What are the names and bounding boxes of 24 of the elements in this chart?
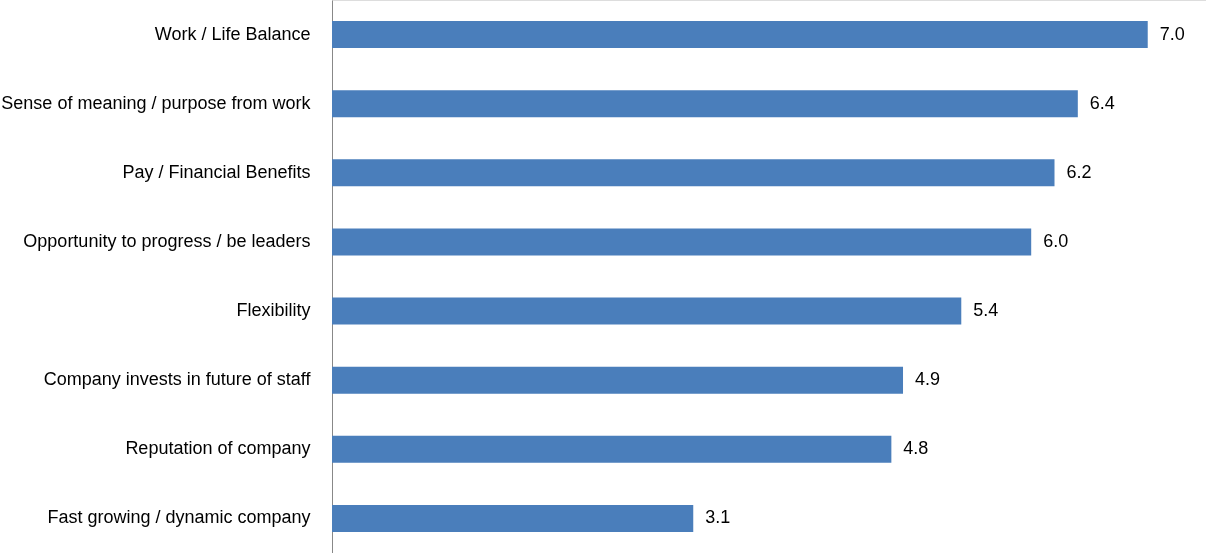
bar xyxy=(332,90,1078,118)
data-label: 4.8 xyxy=(903,438,929,459)
y-tick-label: Pay / Financial Benefits xyxy=(122,161,311,182)
bar xyxy=(332,297,962,325)
data-label: 6.4 xyxy=(1089,92,1115,113)
data-label: 3.1 xyxy=(705,507,731,528)
bar xyxy=(332,159,1055,187)
bar xyxy=(332,504,694,532)
data-label: 6.2 xyxy=(1066,161,1092,182)
bar xyxy=(332,435,892,463)
bar xyxy=(332,228,1032,256)
y-tick-label: Company invests in future of staff xyxy=(43,369,312,390)
y-tick-label: Fast growing / dynamic company xyxy=(47,507,311,528)
y-tick-label: Work / Life Balance xyxy=(154,23,311,44)
y-tick-label: Opportunity to progress / be leaders xyxy=(23,230,311,251)
bar xyxy=(332,21,1148,49)
y-tick-label: Sense of meaning / purpose from work xyxy=(1,92,312,113)
y-tick-label: Reputation of company xyxy=(125,438,311,459)
y-tick-label: Flexibility xyxy=(236,300,311,321)
data-label: 5.4 xyxy=(973,300,999,321)
data-label: 4.9 xyxy=(915,369,941,390)
data-label: 6.0 xyxy=(1043,230,1069,251)
data-label: 7.0 xyxy=(1159,23,1185,44)
bar xyxy=(332,366,904,394)
